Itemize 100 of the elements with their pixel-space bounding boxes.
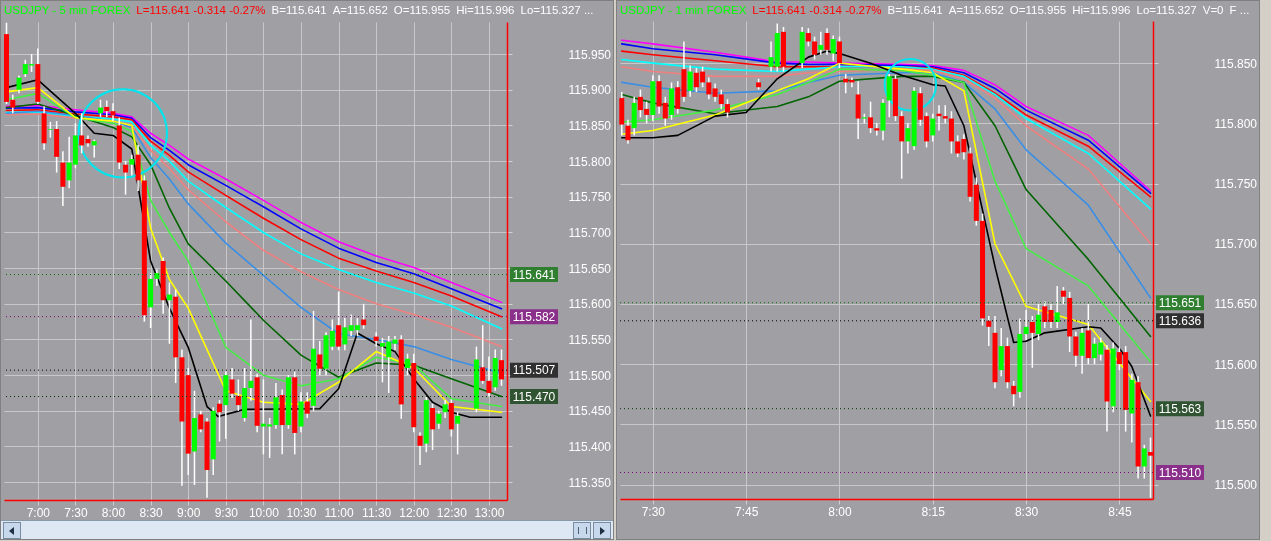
candlestick bbox=[455, 411, 461, 456]
x-tick-label: 11:00 bbox=[324, 505, 354, 520]
candlestick bbox=[405, 353, 411, 376]
y-tick-label: 115.850 bbox=[568, 118, 612, 133]
ref-line-label: 115.563 bbox=[1158, 401, 1202, 416]
candlestick bbox=[1029, 315, 1035, 369]
candlestick bbox=[818, 31, 824, 56]
candlestick bbox=[1011, 380, 1017, 408]
candlestick bbox=[986, 315, 992, 347]
text: Lo=115.327 bbox=[1136, 4, 1197, 16]
chart-subtitle: L=115.641 -0.314 -0.27% bbox=[752, 4, 882, 16]
ref-line-label: 115.510 bbox=[1158, 465, 1202, 480]
y-tick-label: 115.600 bbox=[1214, 357, 1258, 372]
candlestick bbox=[229, 367, 235, 399]
ref-line-label: 115.651 bbox=[1158, 295, 1202, 310]
text: A=115.652 bbox=[332, 4, 388, 16]
text: B=115.641 bbox=[271, 4, 327, 16]
x-tick-label: 8:15 bbox=[921, 504, 946, 519]
candlestick bbox=[725, 98, 730, 119]
x-tick-label: 8:30 bbox=[139, 505, 164, 520]
x-tick-label: 7:00 bbox=[26, 505, 51, 520]
candlestick bbox=[198, 410, 204, 433]
candlestick bbox=[874, 122, 880, 137]
y-tick-label: 115.750 bbox=[568, 190, 612, 205]
candlestick bbox=[942, 104, 948, 125]
candlestick bbox=[129, 153, 135, 177]
x-tick-label: 9:30 bbox=[214, 505, 239, 520]
y-tick-label: 115.850 bbox=[1214, 56, 1258, 71]
x-tick-label: 8:00 bbox=[101, 505, 126, 520]
x-tick-label: 11:30 bbox=[362, 505, 392, 520]
candlestick bbox=[687, 64, 693, 98]
candlestick bbox=[1079, 327, 1085, 375]
y-tick-label: 115.350 bbox=[568, 475, 612, 490]
text: O=115.955 bbox=[393, 4, 451, 16]
candlestick bbox=[235, 378, 241, 412]
candlestick bbox=[498, 348, 504, 387]
y-tick-label: 115.700 bbox=[1214, 237, 1258, 252]
candlestick bbox=[342, 317, 348, 351]
ref-line-label: 115.507 bbox=[512, 363, 556, 378]
x-tick-label: 8:45 bbox=[1108, 504, 1132, 519]
y-tick-label: 115.950 bbox=[568, 47, 612, 62]
candlestick bbox=[836, 35, 842, 69]
text: O=115.955 bbox=[1009, 4, 1067, 16]
candlestick bbox=[1054, 285, 1060, 329]
text: Hi=115.996 bbox=[456, 4, 515, 16]
candlestick bbox=[1073, 330, 1079, 368]
x-tick-label: 7:45 bbox=[734, 504, 759, 519]
candlestick bbox=[317, 340, 323, 376]
x-tick-label: 10:00 bbox=[248, 505, 280, 520]
chart-title: USDJPY - 5 min FOREX bbox=[4, 4, 131, 16]
candlestick bbox=[948, 110, 954, 155]
candlestick bbox=[480, 324, 486, 385]
y-tick-label: 115.650 bbox=[1214, 297, 1258, 312]
text: Lo=115.327 ... bbox=[520, 4, 594, 16]
candlestick bbox=[91, 138, 97, 159]
x-tick-label: 13:00 bbox=[474, 505, 505, 520]
y-tick-label: 115.650 bbox=[568, 261, 612, 276]
y-tick-label: 115.550 bbox=[1214, 417, 1258, 432]
x-tick-label: 9:00 bbox=[177, 505, 201, 520]
ref-line-label: 115.636 bbox=[1158, 313, 1202, 328]
y-tick-label: 115.750 bbox=[1214, 177, 1258, 192]
line-series bbox=[620, 71, 1152, 299]
x-tick-label: 8:30 bbox=[1014, 504, 1039, 519]
x-tick-label: 12:30 bbox=[436, 505, 468, 520]
line-series bbox=[620, 65, 1152, 245]
candlestick bbox=[812, 35, 818, 61]
candlestick bbox=[805, 27, 811, 48]
y-tick-label: 115.500 bbox=[1214, 478, 1258, 493]
y-tick-label: 115.800 bbox=[568, 154, 612, 169]
text: V=0 bbox=[1202, 4, 1224, 16]
candlestick bbox=[123, 160, 129, 196]
candlestick bbox=[1141, 444, 1147, 480]
candlestick bbox=[868, 100, 874, 134]
y-tick-label: 115.400 bbox=[568, 439, 612, 454]
text: B=115.641 bbox=[887, 4, 943, 16]
candlestick bbox=[304, 391, 310, 419]
y-tick-label: 115.550 bbox=[568, 332, 612, 347]
ref-line-label: 115.582 bbox=[512, 309, 556, 324]
y-tick-label: 115.900 bbox=[568, 83, 612, 98]
candlestick bbox=[824, 27, 830, 56]
text: Hi=115.996 bbox=[1072, 4, 1131, 16]
chart-subtitle: L=115.641 -0.314 -0.27% bbox=[136, 4, 266, 16]
candlestick bbox=[1023, 309, 1029, 341]
y-tick-label: 115.450 bbox=[568, 404, 612, 419]
y-tick-label: 115.500 bbox=[568, 368, 612, 383]
y-tick-label: 115.700 bbox=[568, 225, 612, 240]
y-tick-label: 115.600 bbox=[568, 297, 612, 312]
chart-title: USDJPY - 1 min FOREX bbox=[620, 4, 747, 16]
candlestick bbox=[373, 331, 379, 348]
x-tick-label: 8:00 bbox=[828, 504, 852, 519]
candlestick bbox=[830, 34, 836, 62]
x-tick-label: 7:30 bbox=[641, 504, 666, 519]
candlestick bbox=[217, 399, 223, 443]
ref-line-label: 115.470 bbox=[512, 389, 556, 404]
text: F ... bbox=[1229, 4, 1250, 16]
candlestick bbox=[706, 76, 712, 101]
x-tick-label: 12:00 bbox=[399, 505, 430, 520]
candlestick bbox=[336, 290, 342, 351]
x-tick-label: 7:30 bbox=[64, 505, 88, 520]
x-tick-label: 10:30 bbox=[286, 505, 317, 520]
